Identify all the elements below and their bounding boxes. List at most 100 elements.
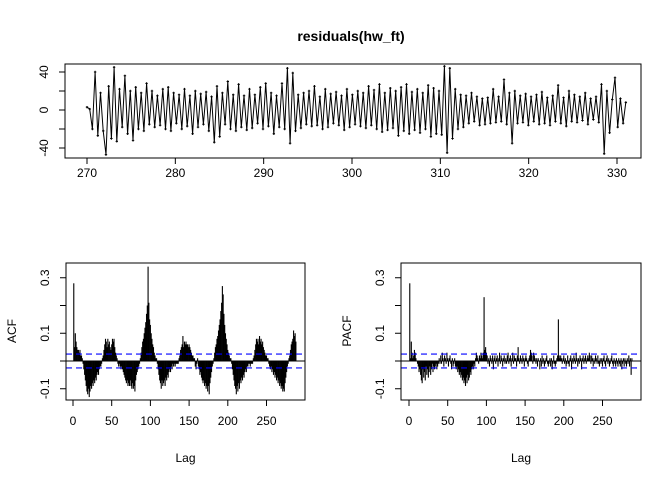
residuals-point (131, 139, 135, 142)
x-tick-label: 50 (105, 414, 119, 428)
residuals-point (283, 127, 286, 131)
residuals-point (397, 134, 400, 137)
residuals-point (548, 124, 552, 127)
residuals-point (473, 120, 476, 123)
x-tick-label: 250 (256, 414, 276, 428)
x-tick-label: 0 (70, 414, 77, 428)
residuals-point (559, 122, 563, 125)
residuals-point (424, 127, 427, 131)
x-axis-label: Lag (511, 451, 531, 465)
residuals-point (150, 89, 154, 93)
residuals-point (462, 125, 465, 129)
residuals-point (408, 132, 411, 135)
residuals-point (416, 87, 419, 91)
y-axis-label: ACF (5, 319, 19, 343)
residuals-point (223, 123, 227, 126)
y-tick-label: 40 (37, 65, 51, 79)
residuals-point (394, 89, 397, 93)
residuals-point (556, 84, 560, 87)
residuals-point (294, 129, 297, 133)
residuals-point (570, 120, 573, 123)
residuals-point (177, 93, 181, 96)
residuals-point (592, 118, 595, 121)
residuals-point (237, 83, 240, 86)
residuals-point (399, 86, 403, 89)
residuals-point (467, 122, 470, 125)
residuals-point (272, 132, 276, 135)
residuals-point (158, 124, 162, 127)
residuals-point (505, 123, 508, 126)
residuals-point (418, 131, 422, 134)
residuals-point (112, 66, 116, 69)
residuals-point (524, 92, 527, 96)
residuals-point (351, 93, 354, 96)
residuals-point (437, 89, 441, 93)
residuals-point (142, 129, 146, 133)
acf-panel: 0 50 100 150 200 250 -0.1 0.1 0.3 Lag ACF (5, 262, 306, 465)
residuals-point (297, 93, 300, 96)
residuals-point (361, 91, 365, 95)
residuals-point (540, 90, 544, 94)
residuals-point (305, 123, 308, 126)
residuals-point (616, 125, 619, 129)
residuals-point (421, 91, 424, 95)
y-tick-label: 0.1 (38, 325, 52, 342)
residuals-point (264, 82, 267, 85)
plot-frame (64, 63, 642, 159)
residuals-point (286, 67, 289, 70)
y-tick-label: 0.3 (38, 269, 52, 286)
residuals-point (521, 121, 525, 124)
residuals-point (185, 124, 189, 128)
residuals-point (519, 94, 522, 97)
residuals-point (343, 128, 346, 132)
residuals-point (619, 97, 622, 100)
x-tick-label: 320 (519, 166, 539, 180)
residuals-point (321, 127, 324, 131)
residuals-point (213, 141, 216, 144)
residuals-point (234, 129, 238, 133)
residuals-point (259, 86, 262, 89)
residuals-point (611, 98, 614, 101)
residuals-point (567, 89, 571, 93)
residuals-point (310, 124, 313, 128)
residuals-point (207, 129, 211, 133)
residuals-point (199, 92, 202, 96)
residuals-point (405, 83, 408, 86)
residuals-point (513, 89, 517, 93)
x-tick-label: 300 (342, 166, 362, 180)
residuals-panel: 270 280 290 300 310 320 330 -40 0 40 (37, 63, 642, 180)
residuals-point (481, 97, 484, 100)
residuals-point (261, 127, 265, 131)
residuals-point (600, 83, 603, 86)
residuals-point (85, 105, 89, 109)
y-tick-label: 0.3 (373, 269, 387, 286)
residuals-point (380, 130, 384, 134)
x-axis-label: Lag (175, 451, 195, 465)
x-tick-label: 100 (476, 414, 496, 428)
residuals-point (502, 78, 506, 81)
residuals-point (370, 124, 373, 127)
residuals-point (110, 137, 113, 140)
residuals-point (435, 132, 438, 135)
residuals-point (315, 124, 319, 127)
residuals-point (280, 82, 284, 85)
residuals-point (229, 127, 232, 131)
residuals-point (486, 96, 489, 99)
residuals-point (324, 87, 327, 91)
residuals-point (137, 127, 140, 131)
residuals-point (443, 65, 446, 68)
residuals-point (605, 89, 609, 93)
y-axis-label: PACF (340, 315, 354, 346)
residuals-point (413, 128, 416, 132)
plot-frame (400, 262, 642, 401)
residuals-point (161, 87, 165, 91)
residuals-point (291, 71, 294, 75)
residuals-point (432, 86, 435, 90)
residuals-point (464, 94, 468, 97)
residuals-point (318, 95, 322, 98)
residuals-point (88, 107, 91, 111)
residuals-point (386, 128, 389, 132)
residuals-point (529, 95, 533, 98)
residuals-point (478, 124, 481, 127)
